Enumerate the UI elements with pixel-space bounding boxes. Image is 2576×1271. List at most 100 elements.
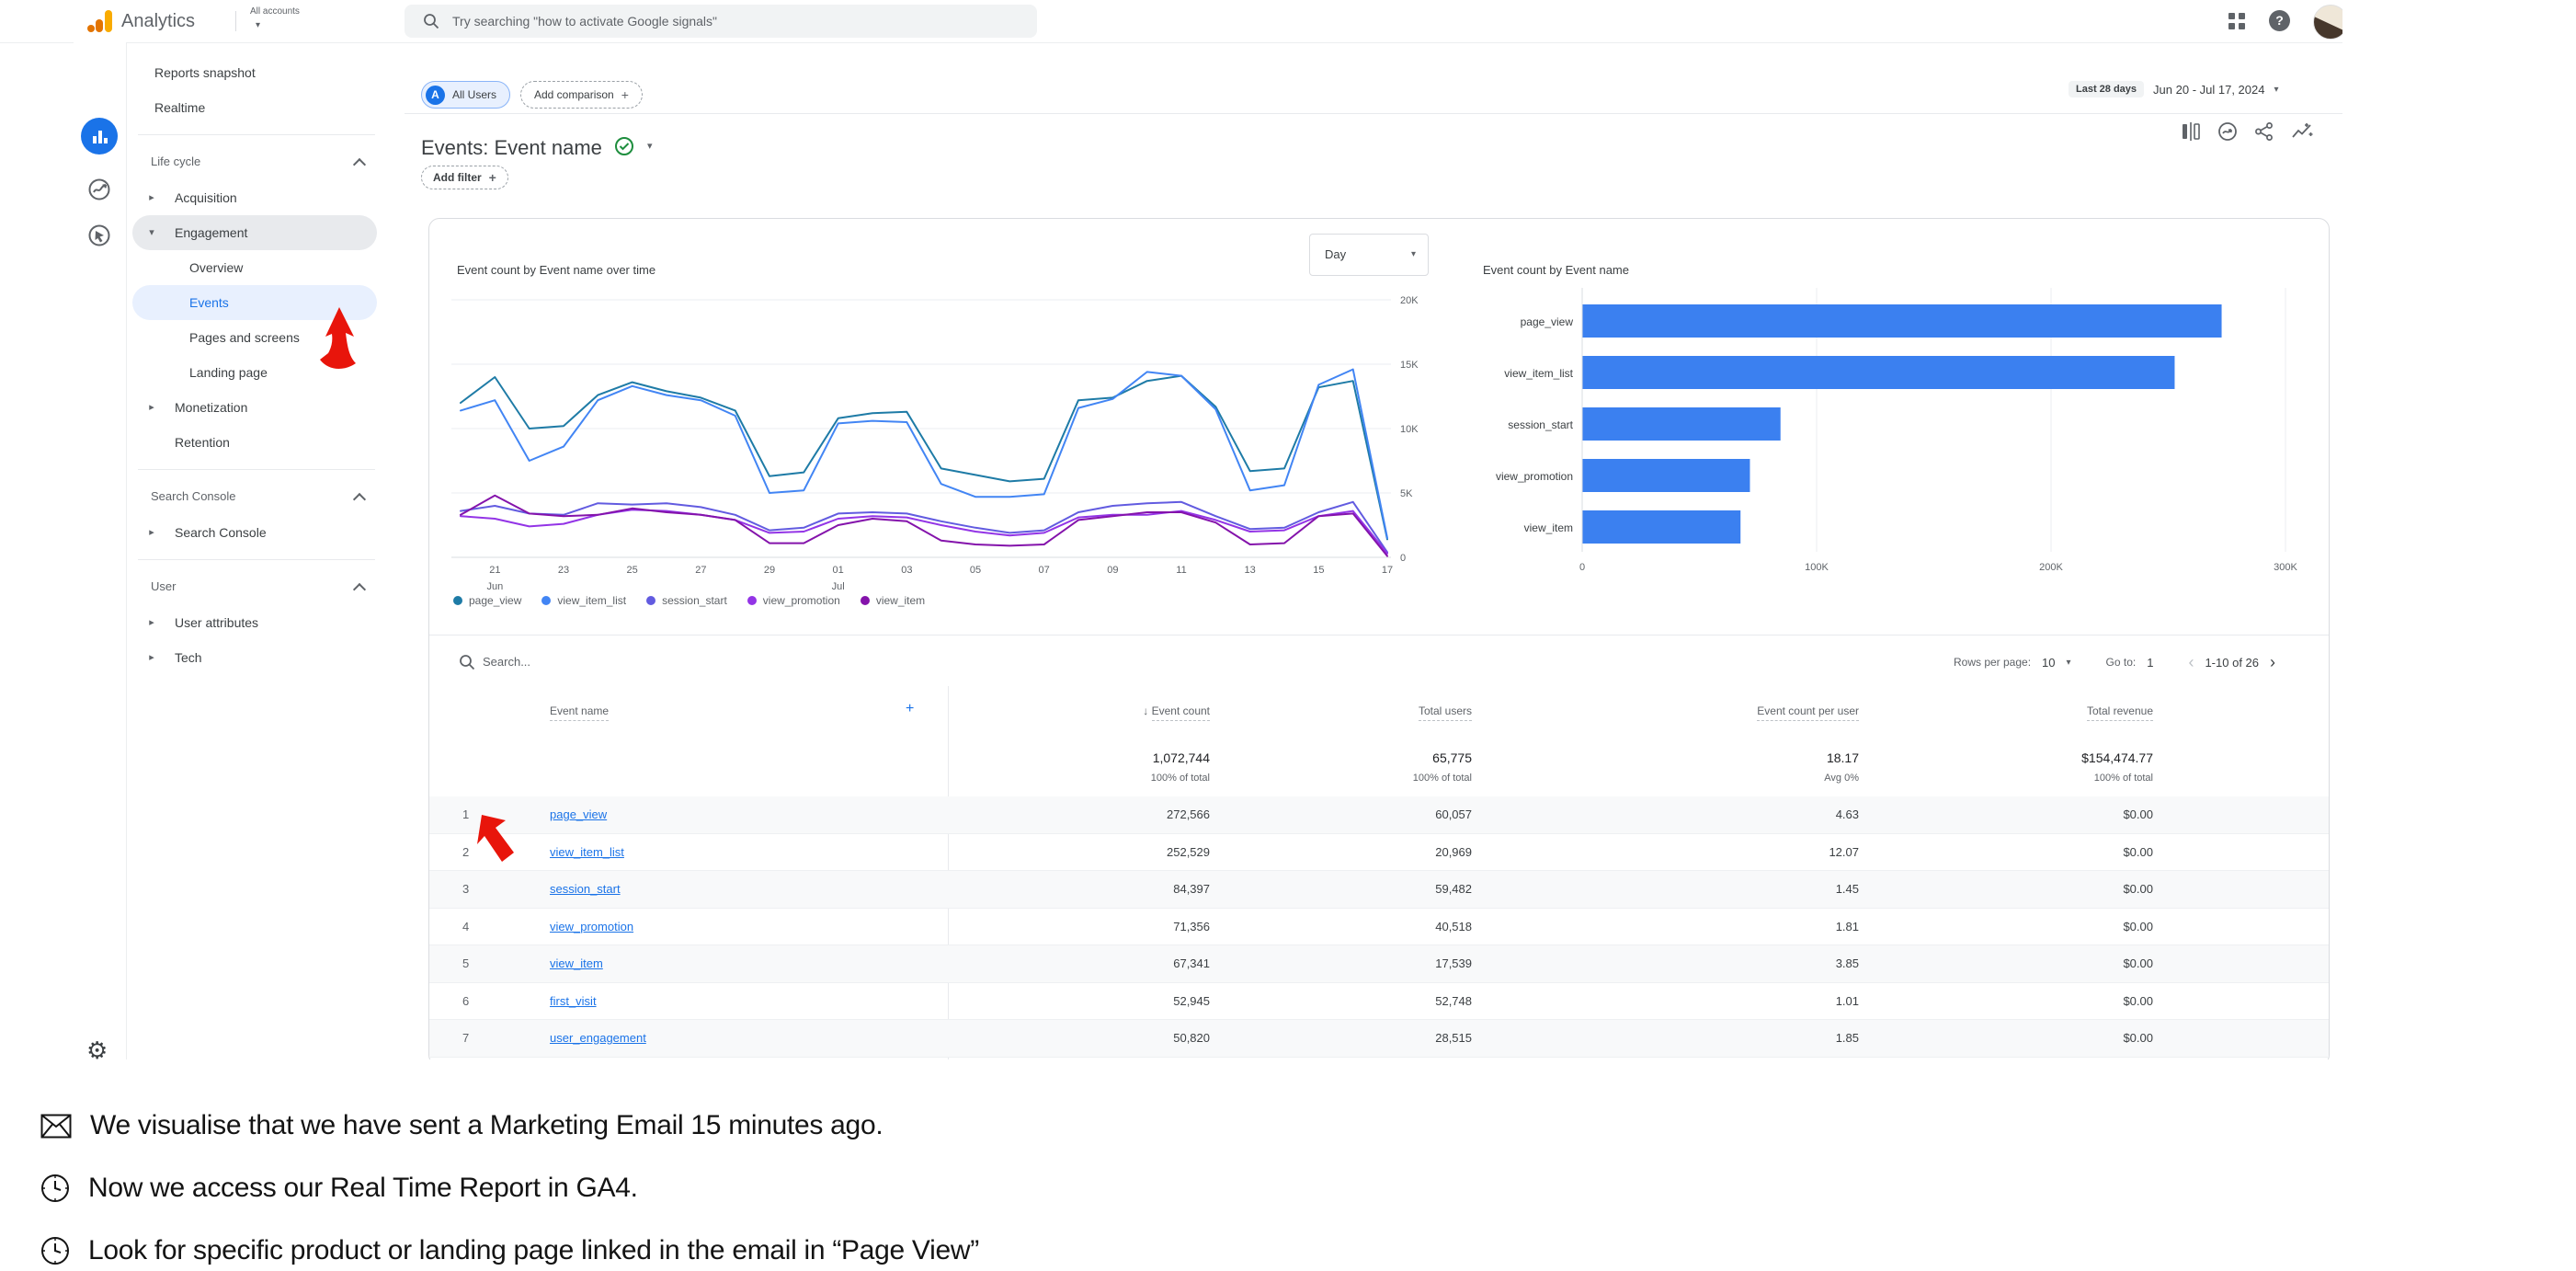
event-name-link[interactable]: view_item	[550, 956, 603, 970]
event-name-link[interactable]: view_item_list	[550, 844, 624, 859]
apps-grid-icon[interactable]	[2228, 13, 2245, 29]
help-icon[interactable]: ?	[2269, 10, 2290, 31]
sidebar-item-tech[interactable]: ▸ Tech	[127, 640, 388, 675]
table-pagination: Rows per page: 10 ▾ Go to: 1 ‹ 1-10 of 2…	[1954, 649, 2275, 675]
event-name-link[interactable]: session_start	[550, 882, 621, 896]
sidebar-item-overview[interactable]: Overview	[127, 250, 388, 285]
total-users-cell: 60,057	[1435, 807, 1472, 821]
audience-badge: A	[426, 85, 445, 105]
caret-right-icon[interactable]: ▸	[149, 652, 154, 663]
add-filter-button[interactable]: Add filter +	[421, 166, 508, 189]
explore-icon[interactable]	[86, 177, 112, 202]
totals-per-user: 18.17	[1826, 750, 1859, 765]
sidebar-item-acquisition[interactable]: ▸ Acquisition	[127, 180, 388, 215]
report-nav: Reports snapshot Realtime Life cycle ▸ Acqui…	[127, 42, 388, 675]
revenue-cell: $0.00	[2123, 956, 2153, 970]
table-search-input[interactable]: Search...	[483, 655, 531, 669]
caret-right-icon[interactable]: ▸	[149, 402, 154, 413]
total-users-cell: 59,482	[1435, 882, 1472, 896]
sidebar-item-label: Overview	[189, 260, 244, 275]
svg-text:Jun: Jun	[486, 581, 503, 592]
reports-icon[interactable]	[90, 127, 110, 147]
sidebar-item-reports-snapshot[interactable]: Reports snapshot	[127, 55, 388, 90]
table-search-icon[interactable]	[459, 654, 475, 670]
sidebar-item-label: User attributes	[175, 615, 259, 630]
event-name-link[interactable]: user_engagement	[550, 1031, 646, 1045]
event-count-cell: 50,820	[1173, 1031, 1210, 1045]
edit-comparisons-icon[interactable]	[2181, 121, 2201, 142]
col-header-total-users[interactable]: Total users	[1418, 704, 1472, 721]
svg-text:0: 0	[1579, 562, 1585, 573]
row-number: 4	[462, 919, 470, 933]
sidebar-item-retention[interactable]: Retention	[127, 425, 388, 460]
sidebar-item-landing-page[interactable]: Landing page	[127, 355, 388, 390]
settings-gear-icon[interactable]: ⚙	[86, 1037, 108, 1059]
sidebar-item-search-console[interactable]: ▸ Search Console	[127, 515, 388, 550]
event-count-cell: 71,356	[1173, 919, 1210, 933]
insights-icon[interactable]	[2291, 121, 2313, 142]
event-name-link[interactable]: page_view	[550, 807, 608, 821]
advertising-icon[interactable]	[86, 223, 112, 248]
col-header-event-count[interactable]: ↓ Event count	[1143, 704, 1210, 721]
share-icon[interactable]	[2254, 121, 2274, 142]
sidebar-item-label: Realtime	[154, 100, 206, 115]
date-range-picker[interactable]: Last 28 days Jun 20 - Jul 17, 2024 ▾	[2069, 81, 2317, 97]
granularity-select[interactable]: Day ▾	[1309, 234, 1429, 276]
add-comparison-button[interactable]: Add comparison +	[520, 81, 643, 109]
totals-event-count: 1,072,744	[1152, 750, 1210, 765]
svg-text:5K: 5K	[1400, 488, 1413, 499]
legend-dot	[646, 596, 656, 605]
chevron-up-icon	[352, 492, 367, 507]
add-dimension-icon[interactable]: +	[906, 701, 915, 716]
divider	[127, 125, 388, 143]
next-page-icon[interactable]: ›	[2270, 653, 2275, 671]
caret-down-icon[interactable]: ▾	[149, 227, 154, 238]
total-users-cell: 28,515	[1435, 1031, 1472, 1045]
rows-per-page-select[interactable]: 10	[2042, 655, 2056, 670]
global-search-input[interactable]: Try searching "how to activate Google si…	[405, 5, 1037, 38]
section-label: Search Console	[151, 489, 236, 503]
chevron-down-icon[interactable]: ▾	[256, 20, 261, 30]
sidebar-item-events[interactable]: Events	[132, 285, 377, 320]
report-actions	[2181, 121, 2313, 142]
col-header-event-name[interactable]: Event name	[550, 704, 610, 721]
col-header-total-revenue[interactable]: Total revenue	[2086, 704, 2153, 721]
goto-page-input[interactable]: 1	[2147, 655, 2154, 670]
caret-right-icon[interactable]: ▸	[149, 527, 154, 538]
per-user-cell: 1.45	[1835, 882, 1859, 896]
account-selector[interactable]: All accounts	[250, 6, 300, 17]
sidebar-item-user-attributes[interactable]: ▸ User attributes	[127, 605, 388, 640]
clock-icon	[41, 1237, 69, 1265]
nav-section-user[interactable]: User	[127, 568, 388, 605]
caret-right-icon[interactable]: ▸	[149, 192, 154, 203]
table-row: 2 view_item_list 252,529 20,969 12.07 $0.00	[429, 834, 2329, 871]
rows-per-page-label: Rows per page:	[1953, 656, 2032, 669]
user-avatar[interactable]	[2313, 5, 2342, 40]
sidebar-item-pages-and-screens[interactable]: Pages and screens	[127, 320, 388, 355]
event-name-link[interactable]: first_visit	[550, 993, 597, 1008]
nav-section-search-console[interactable]: Search Console	[127, 478, 388, 515]
legend-label: view_promotion	[762, 594, 840, 607]
chevron-down-icon[interactable]: ▾	[647, 141, 653, 152]
prev-page-icon[interactable]: ‹	[2188, 653, 2194, 671]
add-comparison-label: Add comparison	[534, 88, 614, 101]
trend-circle-icon[interactable]	[2217, 121, 2238, 142]
sidebar-item-engagement[interactable]: ▾ Engagement	[132, 215, 377, 250]
envelope-icon	[40, 1114, 72, 1138]
event-count-bar-chart: 0 100K 200K 300K page_view view_item_listsess…	[1496, 288, 2298, 573]
data-quality-check-icon[interactable]	[614, 136, 634, 156]
sidebar-item-realtime[interactable]: Realtime	[127, 90, 388, 125]
col-header-event-count-per-user[interactable]: Event count per user	[1757, 704, 1859, 721]
event-name-link[interactable]: view_promotion	[550, 919, 634, 933]
chevron-down-icon[interactable]: ▾	[2066, 657, 2071, 668]
caret-right-icon[interactable]: ▸	[149, 617, 154, 628]
sidebar-item-monetization[interactable]: ▸ Monetization	[127, 390, 388, 425]
date-range-label: Jun 20 - Jul 17, 2024	[2153, 82, 2265, 97]
all-users-pill[interactable]: A All Users	[421, 81, 511, 109]
analytics-logo-icon[interactable]	[86, 8, 114, 34]
event-count-cell: 252,529	[1167, 844, 1210, 859]
nav-section-life-cycle[interactable]: Life cycle	[127, 143, 388, 180]
all-users-label: All Users	[452, 88, 497, 101]
svg-text:page_view: page_view	[1521, 315, 1574, 328]
revenue-cell: $0.00	[2123, 844, 2153, 859]
